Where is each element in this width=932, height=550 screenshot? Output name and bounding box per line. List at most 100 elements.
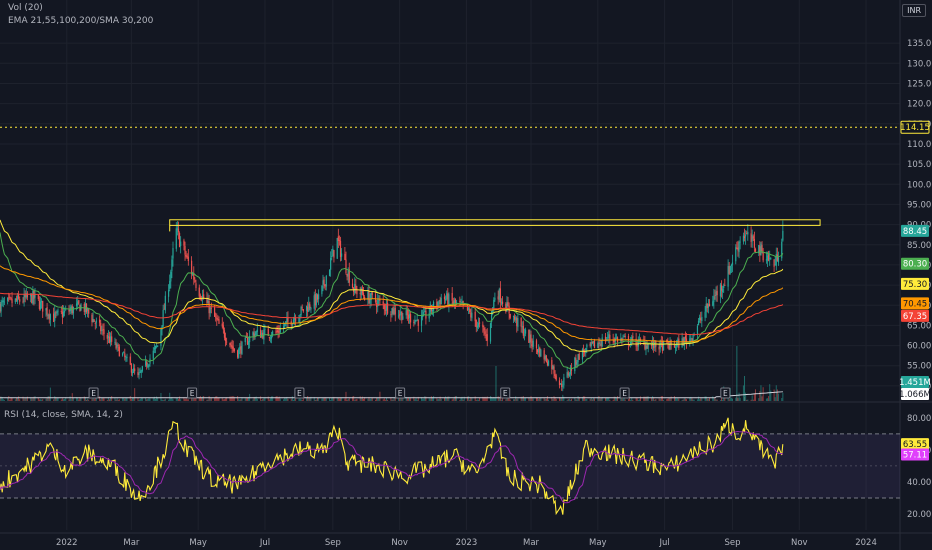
candle-body [555, 375, 557, 380]
candle-body [108, 336, 111, 343]
volume-bar [394, 397, 396, 401]
candle-body [699, 317, 701, 321]
volume-bar [433, 396, 435, 401]
volume-bar [678, 398, 680, 401]
volume-sma-line [0, 391, 783, 399]
candle-body [153, 348, 155, 350]
candle-body [704, 311, 706, 318]
candle-body [126, 357, 128, 358]
candle-body [406, 310, 408, 316]
candle-body [276, 331, 278, 332]
volume-bar [164, 398, 166, 401]
time-tick-label: Mar [523, 538, 540, 548]
volume-bar [446, 397, 448, 401]
volume-bar [577, 396, 579, 401]
volume-bar [160, 392, 162, 401]
candle-body [359, 292, 361, 294]
candle-body [413, 321, 415, 323]
volume-bar [767, 398, 769, 401]
candle-body [677, 339, 679, 343]
volume-bar [22, 396, 24, 401]
candle-body [493, 300, 495, 309]
volume-bar [183, 397, 185, 401]
candle-body [474, 311, 476, 322]
volume-bar [591, 399, 593, 401]
candle-body [168, 289, 170, 297]
volume-bar [40, 399, 42, 401]
volume-bar [673, 396, 675, 401]
volume-bar [69, 396, 71, 401]
candle-body [3, 301, 5, 303]
candle-body [452, 301, 454, 304]
volume-bar [735, 397, 737, 401]
volume-bar [3, 399, 5, 401]
volume-bar [491, 396, 493, 401]
candle-body [305, 305, 308, 311]
volume-bar [722, 399, 724, 401]
ema-21-line [0, 232, 784, 370]
candle-body [217, 318, 219, 320]
volume-bar [540, 397, 542, 401]
candle-body [270, 336, 273, 339]
volume-bar [477, 399, 479, 401]
candle-body [201, 295, 204, 300]
volume-bar [407, 397, 409, 401]
candle-body [522, 325, 524, 336]
volume-bar [63, 399, 65, 401]
candle-body [138, 372, 140, 376]
candle-body [146, 361, 148, 367]
candle-body [559, 383, 562, 385]
candle-body [446, 293, 448, 300]
earnings-marker: E [503, 389, 508, 398]
candle-body [88, 309, 90, 314]
volume-bar [95, 397, 97, 401]
volume-bar [180, 399, 182, 401]
volume-bar [761, 396, 763, 401]
candle-body [277, 329, 279, 333]
candle-body [758, 245, 760, 254]
volume-bar [218, 397, 220, 401]
candle-body [229, 342, 231, 346]
candle-body [78, 300, 80, 304]
candle-body [429, 304, 431, 313]
volume-bar [348, 398, 350, 401]
volume-bar [471, 398, 473, 401]
volume-bar [445, 396, 447, 401]
volume-bar [700, 398, 702, 401]
candle-body [371, 292, 373, 295]
volume-bar [669, 397, 671, 401]
candle-body [279, 328, 281, 333]
candle-body [117, 345, 119, 346]
volume-bar [162, 399, 164, 401]
candle-body [14, 298, 16, 303]
volume-bar [552, 398, 554, 401]
volume-bar [490, 396, 492, 401]
candle-body [92, 318, 94, 323]
candle-body [523, 334, 526, 336]
candle-body [321, 285, 323, 295]
rsi-tick-label: 20.00 [907, 510, 931, 520]
volume-bar [291, 396, 293, 401]
candle-body [210, 308, 212, 310]
candle-body [768, 254, 770, 261]
volume-bar [676, 398, 678, 401]
price-tick-label: 135.00 [907, 39, 932, 49]
candle-body [608, 334, 610, 339]
candle-body [299, 315, 301, 318]
volume-bar [140, 397, 142, 401]
volume-bar [103, 398, 105, 401]
price-tick-label: 120.00 [907, 100, 932, 110]
candle-body [728, 266, 730, 274]
volume-bar [345, 391, 347, 401]
volume-bar [232, 396, 234, 401]
volume-bar [747, 399, 749, 401]
volume-bar [114, 397, 116, 401]
candle-body [536, 349, 539, 353]
candle-body [451, 293, 453, 301]
volume-bar [314, 399, 316, 401]
currency-badge[interactable]: INR [902, 4, 926, 17]
volume-bar [248, 397, 250, 401]
candle-body [578, 353, 580, 360]
candle-body [697, 320, 700, 326]
